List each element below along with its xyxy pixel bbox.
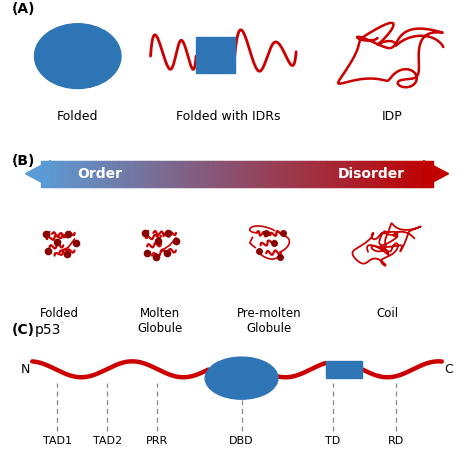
Text: (A): (A) bbox=[12, 2, 35, 16]
Text: TAD2: TAD2 bbox=[93, 436, 122, 446]
Text: Coil: Coil bbox=[376, 307, 398, 321]
Ellipse shape bbox=[205, 357, 278, 399]
Text: C: C bbox=[444, 363, 453, 376]
Text: (C): (C) bbox=[12, 323, 35, 337]
Bar bbox=[326, 361, 362, 378]
Text: p53: p53 bbox=[35, 323, 61, 337]
Bar bbox=[196, 37, 235, 73]
Text: TD: TD bbox=[325, 436, 340, 446]
Text: RD: RD bbox=[388, 436, 404, 446]
Text: Folded with IDRs: Folded with IDRs bbox=[176, 110, 280, 123]
Text: Order: Order bbox=[78, 167, 123, 181]
Text: DBD: DBD bbox=[229, 436, 254, 446]
Text: Disorder: Disorder bbox=[338, 167, 405, 181]
Text: IDP: IDP bbox=[382, 110, 402, 123]
FancyArrow shape bbox=[424, 161, 448, 187]
Text: N: N bbox=[21, 363, 30, 376]
Text: Folded: Folded bbox=[40, 307, 79, 321]
Text: (B): (B) bbox=[12, 154, 35, 168]
Text: Molten
Globule: Molten Globule bbox=[137, 307, 182, 335]
Text: Folded: Folded bbox=[57, 110, 99, 123]
FancyArrow shape bbox=[26, 161, 50, 187]
Text: TAD1: TAD1 bbox=[43, 436, 72, 446]
Ellipse shape bbox=[35, 24, 121, 88]
Text: Pre-molten
Globule: Pre-molten Globule bbox=[237, 307, 301, 335]
Text: PRR: PRR bbox=[146, 436, 168, 446]
